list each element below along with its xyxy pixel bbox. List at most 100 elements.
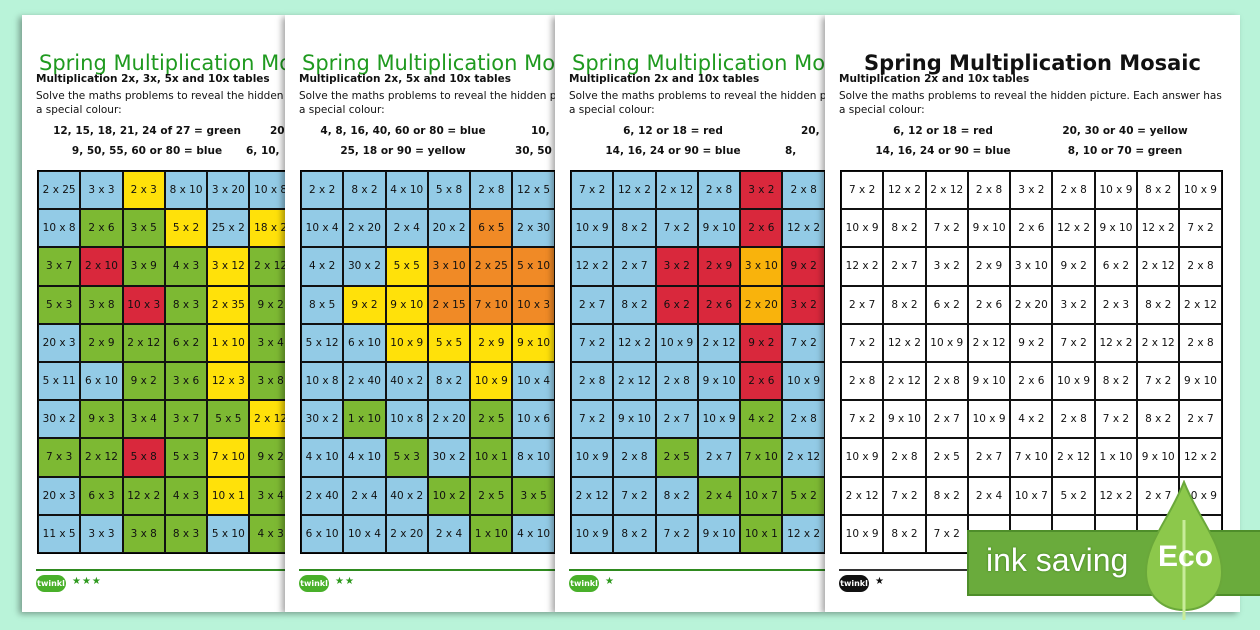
- mosaic-cell: 3 x 2: [782, 285, 825, 324]
- mosaic-cell: 5 x 5: [385, 247, 428, 286]
- mosaic-cell: 10 x 9: [571, 209, 614, 248]
- mosaic-cell: 2 x 7: [841, 285, 884, 324]
- mosaic-cell: 2 x 40: [343, 361, 386, 401]
- footer-divider: [36, 569, 285, 571]
- mosaic-cell: 10 x 8: [38, 209, 81, 248]
- mosaic-cell: 2 x 4: [697, 476, 741, 515]
- mosaic-cell: 1 x 10: [207, 323, 250, 362]
- mosaic-cell: 5 x 2: [1052, 476, 1095, 515]
- mosaic-cell: 9 x 10: [697, 514, 741, 553]
- mosaic-cell: 8 x 2: [1137, 400, 1180, 439]
- mosaic-cell: 2 x 6: [740, 361, 783, 401]
- mosaic-cell: 5 x 3: [385, 438, 428, 477]
- mosaic-cell: 5 x 2: [782, 476, 825, 515]
- mosaic-cell: 10 x 9: [697, 400, 741, 439]
- worksheet-3[interactable]: Spring Multiplication Mosaic Multiplicat…: [555, 15, 825, 612]
- mosaic-cell: 2 x 20: [740, 285, 783, 324]
- mosaic-cell: 10 x 9: [841, 209, 884, 248]
- legend-item: 20: [270, 125, 285, 137]
- mosaic-cell: 7 x 2: [571, 400, 614, 439]
- mosaic-cell: 8 x 5: [301, 285, 344, 324]
- mosaic-cell: 2 x 35: [207, 285, 250, 324]
- mosaic-cell: 12 x 2: [1094, 476, 1138, 515]
- mosaic-cell: 4 x 3: [164, 247, 208, 286]
- mosaic-cell: 9 x 3: [80, 400, 123, 439]
- twinkl-logo: twinkl: [36, 575, 66, 592]
- mosaic-cell: 2 x 5: [655, 438, 698, 477]
- legend-item: 14, 16, 24 or 90 = blue: [875, 145, 1011, 157]
- mosaic-cell: 9 x 2: [782, 247, 825, 286]
- mosaic-cell: 18 x 2: [249, 209, 285, 248]
- mosaic-cell: 12 x 2: [571, 247, 614, 286]
- legend-item: 4, 8, 16, 40, 60 or 80 = blue: [320, 125, 486, 137]
- mosaic-cell: 9 x 2: [740, 323, 783, 362]
- mosaic-cell: 9 x 2: [122, 361, 165, 401]
- mosaic-cell: 7 x 2: [925, 514, 968, 553]
- mosaic-cell: 12 x 2: [1137, 209, 1180, 248]
- mosaic-cell: 8 x 2: [613, 514, 656, 553]
- mosaic-cell: 1 x 10: [470, 514, 513, 553]
- mosaic-cell: 3 x 2: [1010, 171, 1053, 210]
- mosaic-cell: 2 x 5: [470, 476, 513, 515]
- mosaic-cell: 2 x 4: [385, 209, 428, 248]
- mosaic-cell: 2 x 7: [925, 400, 968, 439]
- mosaic-cell: 10 x 9: [385, 323, 428, 362]
- mosaic-cell: 2 x 8: [1179, 247, 1222, 286]
- mosaic-cell: 2 x 8: [1052, 171, 1095, 210]
- mosaic-cell: 2 x 12: [249, 400, 285, 439]
- mosaic-cell: 7 x 2: [613, 476, 656, 515]
- worksheet-title: Spring Multiplication Mosaic: [572, 51, 825, 75]
- mosaic-cell: 2 x 3: [122, 171, 165, 210]
- mosaic-cell: 12 x 3: [207, 361, 250, 401]
- mosaic-cell: 5 x 3: [38, 285, 81, 324]
- mosaic-cell: 3 x 2: [740, 171, 783, 210]
- worksheet-2[interactable]: Spring Multiplication Mosaic Multiplicat…: [285, 15, 555, 612]
- mosaic-cell: 7 x 2: [655, 514, 698, 553]
- mosaic-cell: 10 x 9: [841, 438, 884, 477]
- mosaic-cell: 6 x 2: [925, 285, 968, 324]
- mosaic-cell: 10 x 1: [740, 514, 783, 553]
- mosaic-cell: 4 x 2: [1010, 400, 1053, 439]
- mosaic-cell: 2 x 4: [343, 476, 386, 515]
- mosaic-cell: 5 x 3: [164, 438, 208, 477]
- mosaic-cell: 6 x 2: [655, 285, 698, 324]
- mosaic-cell: 3 x 10: [740, 247, 783, 286]
- mosaic-cell: 2 x 8: [1179, 323, 1222, 362]
- mosaic-cell: 10 x 4: [301, 209, 344, 248]
- mosaic-cell: 2 x 25: [470, 247, 513, 286]
- mosaic-cell: 8 x 3: [164, 514, 208, 553]
- mosaic-cell: 2 x 9: [697, 247, 741, 286]
- worksheet-1[interactable]: Spring Multiplication Mosaic Multiplicat…: [22, 15, 285, 612]
- difficulty-stars: ★★: [335, 576, 355, 587]
- worksheet-4[interactable]: Spring Multiplication Mosaic Multiplicat…: [825, 15, 1240, 612]
- mosaic-cell: 9 x 10: [512, 323, 555, 362]
- mosaic-cell: 2 x 12: [883, 361, 926, 401]
- mosaic-cell: 5 x 8: [427, 171, 471, 210]
- mosaic-cell: 10 x 9: [1052, 361, 1095, 401]
- mosaic-cell: 4 x 10: [512, 514, 555, 553]
- mosaic-cell: 4 x 10: [385, 171, 428, 210]
- mosaic-cell: 12 x 2: [1052, 209, 1095, 248]
- mosaic-cell: 2 x 12: [122, 323, 165, 362]
- mosaic-cell: 10 x 3: [512, 285, 555, 324]
- mosaic-cell: 2 x 8: [697, 171, 741, 210]
- mosaic-cell: 10 x 7: [740, 476, 783, 515]
- mosaic-cell: 8 x 2: [1094, 361, 1138, 401]
- mosaic-cell: 12 x 2: [122, 476, 165, 515]
- mosaic-cell: 4 x 10: [343, 438, 386, 477]
- mosaic-cell: 3 x 4: [249, 476, 285, 515]
- mosaic-cell: 8 x 2: [613, 209, 656, 248]
- mosaic-cell: 9 x 2: [343, 285, 386, 324]
- legend-item: 20, 30 or 40 = yellow: [1062, 125, 1188, 137]
- mosaic-cell: 7 x 3: [38, 438, 81, 477]
- mosaic-cell: 10 x 9: [925, 323, 968, 362]
- legend-item: 10,: [531, 125, 550, 137]
- mosaic-cell: 6 x 5: [470, 209, 513, 248]
- mosaic-cell: 2 x 12: [1179, 285, 1222, 324]
- legend-item: 25, 18 or 90 = yellow: [340, 145, 466, 157]
- mosaic-cell: 2 x 5: [925, 438, 968, 477]
- eco-label: Eco: [1158, 540, 1214, 573]
- mosaic-cell: 12 x 2: [613, 171, 656, 210]
- worksheet-instructions: Solve the maths problems to reveal the h…: [839, 90, 1222, 116]
